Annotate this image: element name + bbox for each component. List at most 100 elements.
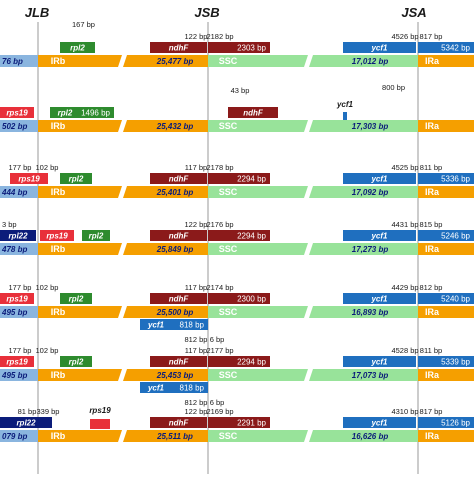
gene-label-3-6: 5246 bp bbox=[441, 232, 470, 241]
gene-label-6-3: 2291 bp bbox=[237, 419, 266, 428]
bp-note-2-1: 102 bp bbox=[36, 163, 59, 172]
gene-label-0-0: rpl2 bbox=[70, 44, 85, 53]
gene-marker-1-4 bbox=[343, 112, 347, 120]
ssc-length-4: 25,500 bp bbox=[156, 308, 194, 317]
irb-length-0: 76 bp bbox=[2, 57, 23, 66]
irb-length-box-2 bbox=[140, 186, 208, 198]
gene-label-5-7: 5339 bp bbox=[441, 358, 470, 367]
break-mark-left-3 bbox=[118, 243, 127, 255]
gene-label-3-5: ycf1 bbox=[370, 232, 388, 241]
gene-box-2-1 bbox=[60, 173, 92, 184]
break-mark-right-4 bbox=[304, 306, 313, 318]
gene-label-3-3: ndhF bbox=[169, 232, 190, 241]
gene-box-0-0 bbox=[60, 42, 95, 53]
gene-box-2-5 bbox=[418, 173, 474, 184]
jlb-header: JLB bbox=[25, 5, 50, 20]
gene-box-3-3 bbox=[150, 230, 207, 241]
gene-box-4-7 bbox=[418, 293, 474, 304]
jsa-header: JSA bbox=[401, 5, 426, 20]
ssc-region-6 bbox=[208, 430, 308, 442]
irb-length-3: 478 bp bbox=[1, 245, 27, 254]
bp-note-6-4: 4310 bp bbox=[391, 407, 418, 416]
bp-note-4-0: 177 bp bbox=[9, 283, 32, 292]
gene-box-5-6 bbox=[343, 356, 416, 367]
break-mark-right-5 bbox=[304, 369, 313, 381]
ssc-length-box-4 bbox=[343, 306, 416, 318]
bp-note-6-0: 81 bp bbox=[18, 407, 37, 416]
gene-label-0-4: 5342 bp bbox=[441, 44, 470, 53]
bp-note-5-2: 117 bp bbox=[185, 346, 207, 355]
gene-label-6-5: 5126 bp bbox=[441, 419, 470, 428]
ira-region-2 bbox=[418, 186, 474, 198]
irb-left-flank-4 bbox=[0, 306, 38, 318]
gene-box-0-1 bbox=[150, 42, 207, 53]
gene-box-5-5 bbox=[172, 382, 208, 393]
break-mark-left-2 bbox=[118, 186, 127, 198]
irb-length-box-0 bbox=[140, 55, 208, 67]
bp-note-2-0: 177 bp bbox=[9, 163, 32, 172]
gene-box-2-4 bbox=[343, 173, 416, 184]
gene-label-2-2: ndhF bbox=[169, 175, 190, 184]
bp-note-3-3: 4431 bp bbox=[391, 220, 418, 229]
gene-label-6-0: rpl22 bbox=[16, 419, 36, 428]
ira-region-1 bbox=[418, 120, 474, 132]
bp-note-3-4: 815 bp bbox=[420, 220, 443, 229]
irb-label-4: IRb bbox=[51, 307, 66, 317]
bp-note-6-3: 2169 bp bbox=[206, 407, 233, 416]
irb-label-0: IRb bbox=[51, 56, 66, 66]
ssc-label-6: SSC bbox=[219, 431, 238, 441]
gene-box-3-0 bbox=[0, 230, 36, 241]
break-mark-left-0 bbox=[118, 55, 127, 67]
bp-note-5-7: 811 bp bbox=[420, 346, 442, 355]
bp-note-4-6: 4429 bp bbox=[391, 283, 418, 292]
gene-box-3-6 bbox=[418, 230, 474, 241]
ssc-region-2 bbox=[208, 186, 308, 198]
break-mark-right-0 bbox=[304, 55, 313, 67]
ira-label-2: IRa bbox=[425, 187, 440, 197]
bp-note-0-0: 167 bp bbox=[72, 20, 95, 29]
gene-box-3-5 bbox=[343, 230, 416, 241]
gene-label-0-3: ycf1 bbox=[370, 44, 388, 53]
irb-length-5: 495 bp bbox=[1, 371, 27, 380]
bp-note-5-1: 102 bp bbox=[36, 346, 59, 355]
ssc-label-2: SSC bbox=[219, 187, 238, 197]
ssc-label-4: SSC bbox=[219, 307, 238, 317]
irb-label-6: IRb bbox=[51, 431, 66, 441]
gene-label-5-5: 818 bp bbox=[180, 384, 205, 393]
gene-box-1-1 bbox=[50, 107, 80, 118]
gene-box-2-3 bbox=[208, 173, 270, 184]
bp-note-4-4: 812 bp bbox=[185, 335, 208, 344]
ira-label-0: IRa bbox=[425, 56, 440, 66]
gene-box-6-1 bbox=[90, 419, 110, 429]
bp-note-2-4: 4525 bp bbox=[391, 163, 418, 172]
bp-note-2-5: 811 bp bbox=[420, 163, 442, 172]
irb-left-flank-1 bbox=[0, 120, 38, 132]
gene-box-6-4 bbox=[343, 417, 416, 428]
bp-note-0-3: 4526 bp bbox=[391, 32, 418, 41]
ira-region-0 bbox=[418, 55, 474, 67]
gene-box-1-2 bbox=[80, 107, 114, 118]
gene-label-3-1: rps19 bbox=[46, 232, 68, 241]
gene-label-2-4: ycf1 bbox=[370, 175, 388, 184]
bp-note-5-3: 2177 bp bbox=[206, 346, 233, 355]
gene-label-1-4: ycf1 bbox=[336, 100, 354, 109]
irb-length-box-4 bbox=[140, 306, 208, 318]
gene-label-4-2: ndhF bbox=[169, 295, 190, 304]
gene-box-4-3 bbox=[208, 293, 270, 304]
ira-label-1: IRa bbox=[425, 121, 440, 131]
gene-label-0-2: 2303 bp bbox=[237, 44, 266, 53]
ssc-label-1: SSC bbox=[219, 121, 238, 131]
irb-left-flank-6 bbox=[0, 430, 38, 442]
gene-box-1-0 bbox=[0, 107, 34, 118]
ira-length-4: 16,893 bp bbox=[352, 308, 389, 317]
break-mark-left-5 bbox=[118, 369, 127, 381]
bp-note-6-5: 817 bp bbox=[420, 407, 443, 416]
irb-label-1: IRb bbox=[51, 121, 66, 131]
gene-label-2-3: 2294 bp bbox=[237, 175, 266, 184]
bp-note-0-2: 2182 bp bbox=[206, 32, 233, 41]
gene-label-4-5: 818 bp bbox=[180, 321, 205, 330]
gene-label-5-0: rps19 bbox=[6, 358, 28, 367]
ira-label-5: IRa bbox=[425, 370, 440, 380]
gene-box-5-0 bbox=[0, 356, 34, 367]
